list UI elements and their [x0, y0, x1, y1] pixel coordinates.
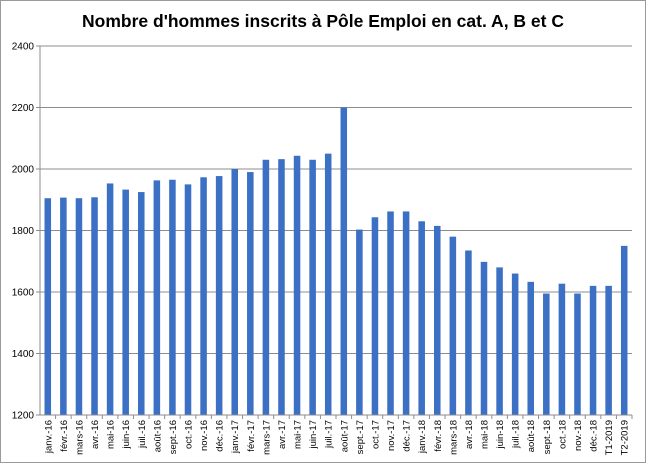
- bar: [558, 283, 566, 415]
- x-tick-label: juil.-18: [511, 420, 522, 449]
- x-tick-label: oct.-18: [557, 420, 568, 449]
- x-tick-label: avr.-18: [464, 420, 475, 449]
- y-tick-label: 1600: [12, 288, 35, 299]
- bar: [324, 153, 332, 415]
- bar: [418, 221, 425, 415]
- x-tick-label: juil.-17: [324, 420, 335, 449]
- bar: [122, 189, 129, 415]
- bar: [137, 192, 145, 415]
- bar: [169, 179, 176, 415]
- x-tick-label: avr.-16: [90, 420, 101, 449]
- bar: [309, 159, 316, 415]
- bar: [184, 184, 192, 415]
- x-tick-label: août-18: [526, 420, 537, 452]
- y-tick-label: 2200: [12, 103, 35, 114]
- x-tick-label: juil.-16: [137, 420, 148, 449]
- bar: [620, 245, 628, 415]
- x-tick-label: nov.-17: [386, 420, 397, 451]
- x-tick-label: T2-2019: [620, 420, 631, 455]
- bar: [356, 229, 363, 415]
- bar: [543, 293, 550, 415]
- bar: [449, 236, 457, 415]
- x-tick-label: mai-16: [106, 420, 117, 449]
- x-tick-label: juin-17: [308, 420, 319, 450]
- x-tick-label: févr.-17: [246, 420, 257, 452]
- x-tick-label: mars-18: [448, 420, 459, 455]
- y-tick-label: 2000: [12, 165, 35, 176]
- bar: [402, 211, 410, 415]
- bar: [340, 107, 348, 415]
- x-tick-label: juin-16: [121, 420, 132, 450]
- bars: [44, 107, 628, 415]
- bar: [200, 177, 207, 415]
- y-tick-label: 1400: [12, 349, 35, 360]
- bar: [44, 198, 52, 415]
- x-tick-label: mars-16: [74, 420, 85, 455]
- bar: [247, 172, 254, 415]
- x-tick-label: janv.-16: [43, 420, 54, 454]
- x-tick-label: oct.-16: [184, 420, 195, 449]
- x-tick-label: sept.-17: [355, 420, 366, 454]
- y-tick-label: 1800: [12, 226, 35, 237]
- bar: [480, 261, 488, 415]
- x-tick-label: janv.-17: [230, 420, 241, 454]
- x-tick-label: déc.-17: [402, 420, 413, 452]
- bar: [60, 197, 67, 415]
- x-tick-label: T1-2019: [604, 420, 615, 455]
- y-tick-label: 2400: [12, 42, 35, 53]
- bar: [511, 273, 519, 415]
- bar: [106, 183, 114, 415]
- x-tick-label: mai-17: [293, 420, 304, 449]
- bar: [465, 250, 472, 415]
- bar: [231, 169, 239, 415]
- bar: [262, 159, 270, 415]
- x-axis: janv.-16 févr.-16 mars-16 avr.-16 mai-16 juin…: [40, 414, 633, 455]
- x-tick-label: déc.-16: [215, 420, 226, 452]
- chart-title: Nombre d'hommes inscrits à Pôle Emploi e…: [82, 11, 564, 31]
- x-tick-label: avr.-17: [277, 420, 288, 449]
- bar: [293, 155, 301, 415]
- x-tick-label: nov.-18: [573, 420, 584, 451]
- bar: [215, 176, 223, 415]
- bar: [387, 211, 394, 415]
- x-tick-label: août-17: [339, 420, 350, 452]
- bar: [75, 198, 83, 415]
- bar: [496, 267, 503, 415]
- y-axis: 1200 1400 1600 1800 2000 2200 2400: [12, 42, 41, 422]
- x-tick-label: sept.-16: [168, 420, 179, 454]
- bar: [91, 197, 98, 415]
- x-tick-label: févr.-16: [59, 420, 70, 452]
- x-tick-label: oct.-17: [370, 420, 381, 449]
- x-tick-label: juin-18: [495, 420, 506, 450]
- bar: [589, 285, 597, 415]
- bar: [278, 159, 285, 415]
- bar: [371, 217, 379, 415]
- y-tick-label: 1200: [12, 411, 35, 422]
- x-tick-label: août-16: [152, 420, 163, 452]
- x-tick-label: nov.-16: [199, 420, 210, 451]
- bar: [605, 285, 612, 415]
- bar: [153, 180, 161, 415]
- x-tick-label: janv.-18: [417, 420, 428, 454]
- bar: [433, 225, 441, 415]
- bar: [527, 281, 535, 415]
- x-tick-label: sept.-18: [542, 420, 553, 454]
- x-tick-label: mai-18: [480, 420, 491, 449]
- x-tick-label: mars-17: [261, 420, 272, 455]
- x-tick-label: déc.-18: [589, 420, 600, 452]
- bar: [574, 293, 581, 415]
- x-tick-label: févr.-18: [433, 420, 444, 452]
